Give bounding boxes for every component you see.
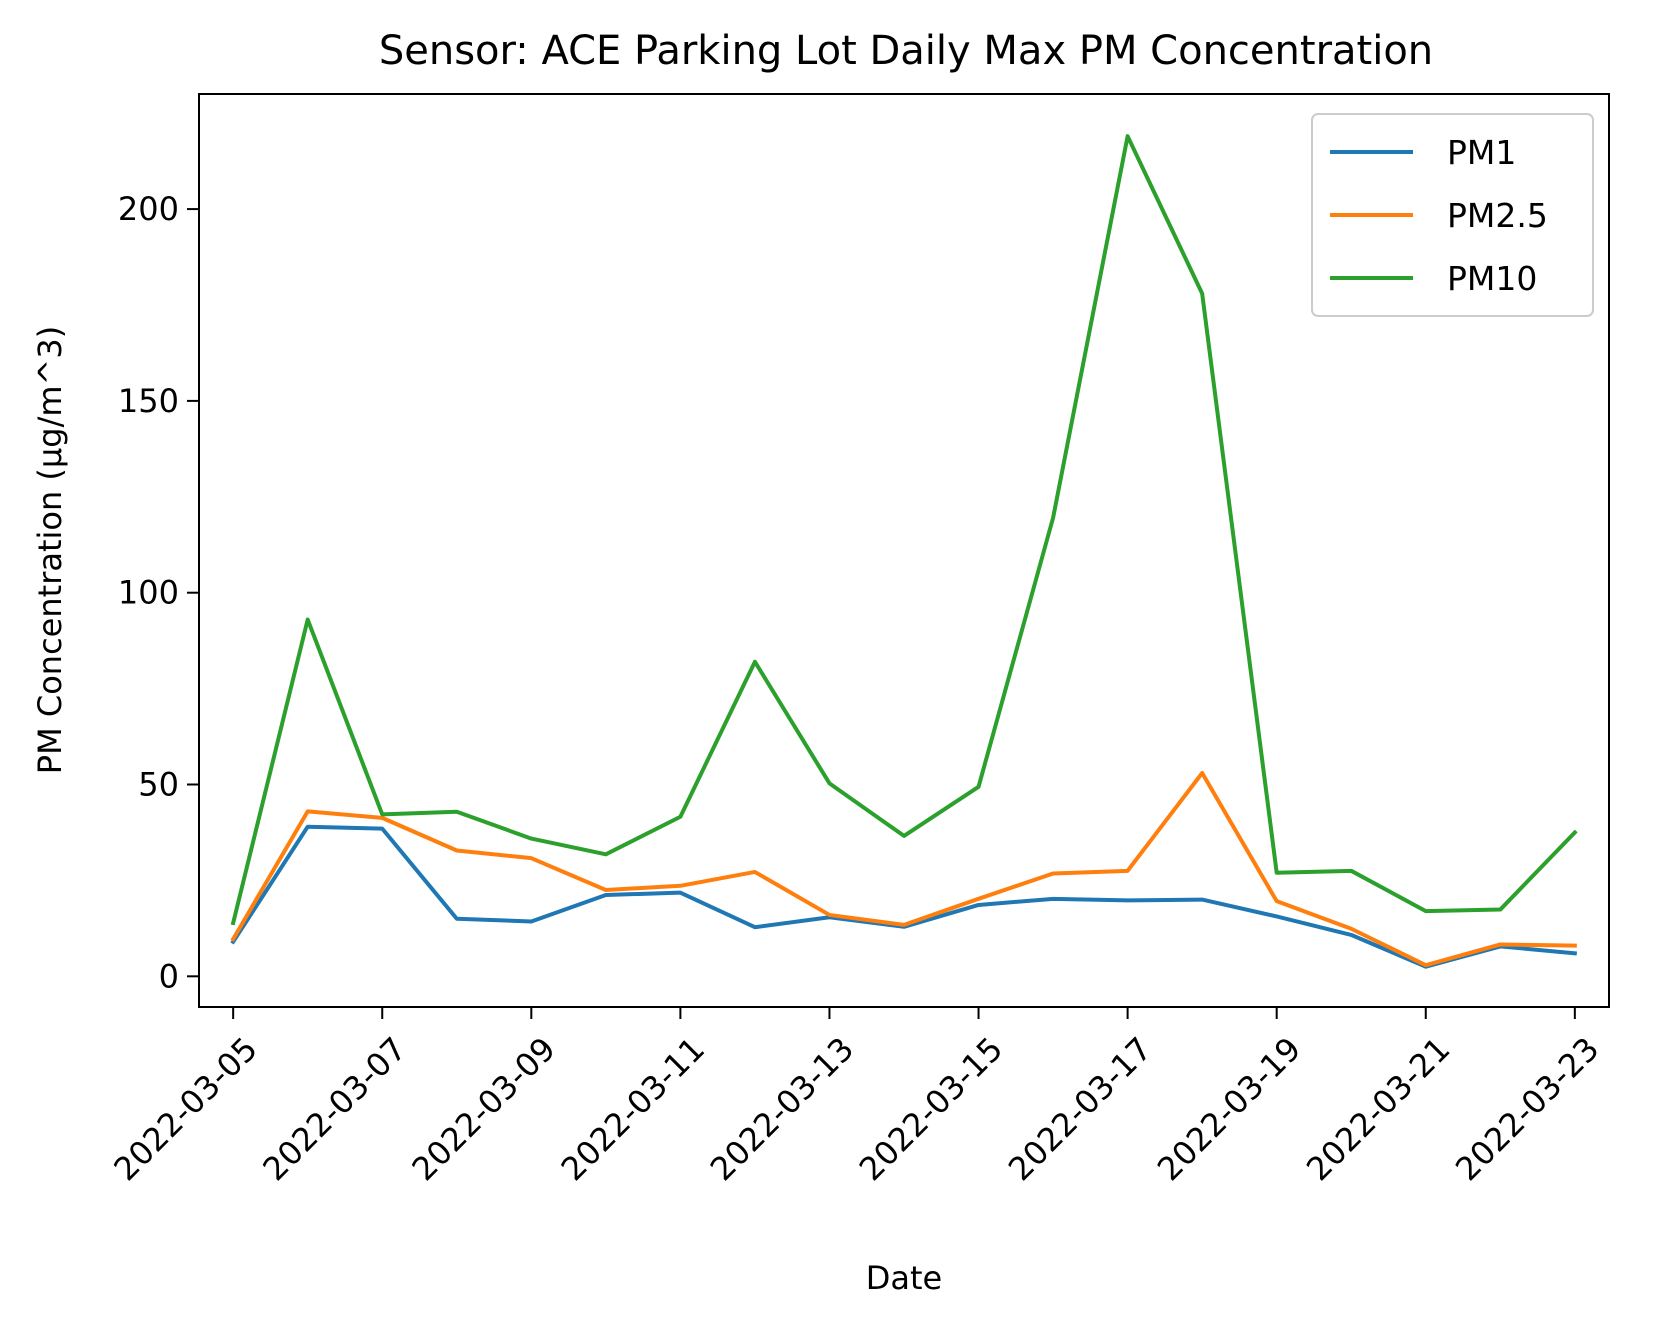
chart-title: Sensor: ACE Parking Lot Daily Max PM Con… [379,28,1433,74]
legend-box [1311,113,1594,317]
y-axis: 0 50 100 150 200 [118,190,199,995]
y-tick-label: 150 [118,382,179,420]
legend: PM1 PM2.5 PM10 [1311,113,1594,317]
y-axis-label: PM Concentration (µg/m^3) [31,326,69,774]
legend-label-pm25: PM2.5 [1447,196,1548,235]
legend-label-pm10: PM10 [1447,259,1537,298]
y-tick-label: 200 [118,190,179,228]
y-tick-label: 50 [138,766,179,804]
series-line-pm10 [230,134,1578,926]
series-lines [230,134,1578,969]
series-line-pm25 [230,771,1577,968]
y-tick-label: 0 [159,957,179,995]
x-axis-label: Date [866,1259,942,1297]
plot-frame [198,93,1610,1008]
y-tick-label: 100 [118,574,179,612]
legend-label-pm1: PM1 [1447,133,1516,172]
